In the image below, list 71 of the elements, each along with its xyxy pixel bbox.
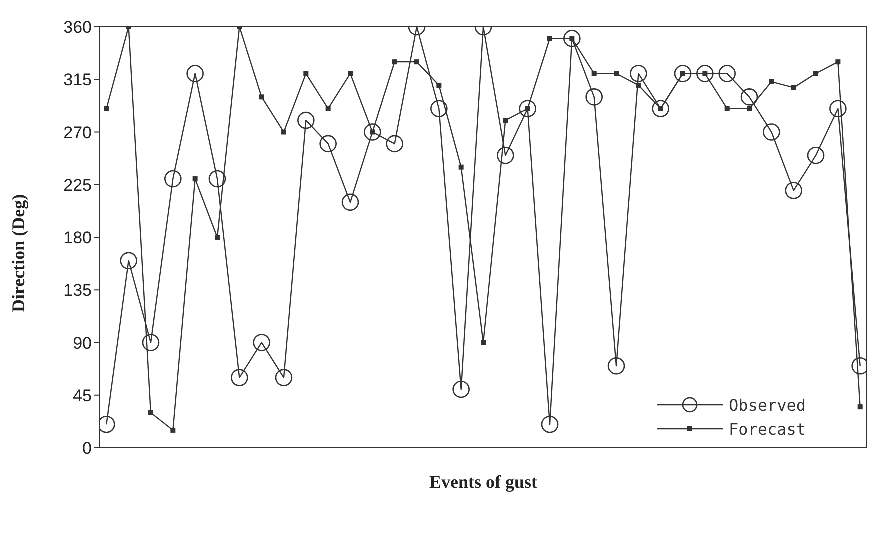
point [836, 60, 841, 65]
point [120, 252, 138, 270]
point [630, 65, 648, 82]
point [186, 65, 204, 82]
point [548, 36, 553, 42]
point [696, 65, 714, 82]
point [497, 146, 514, 164]
legend-label: Forecast [728, 420, 806, 438]
point [231, 369, 248, 386]
point [458, 164, 464, 170]
point [164, 170, 182, 188]
point [142, 334, 160, 352]
point [208, 170, 226, 188]
x-axis-title: Events of gust [429, 472, 538, 492]
point [392, 60, 398, 65]
point [586, 88, 603, 106]
point [652, 100, 670, 118]
y-tick-label: 360 [64, 18, 92, 38]
point [724, 106, 730, 112]
y-tick-label: 315 [64, 70, 92, 90]
y-tick-label: 135 [64, 281, 92, 300]
point [386, 135, 404, 153]
point [481, 340, 486, 346]
point [259, 94, 264, 100]
point [430, 100, 448, 118]
point [519, 100, 536, 118]
point [636, 82, 642, 88]
y-tick-label: 225 [64, 176, 92, 195]
point [740, 88, 758, 106]
point [541, 416, 559, 434]
point [170, 428, 176, 433]
y-tick-label: 270 [64, 123, 92, 142]
point [503, 118, 508, 124]
point [763, 124, 780, 141]
point [364, 124, 382, 141]
point [326, 106, 331, 112]
point [769, 79, 774, 84]
point [436, 82, 442, 88]
point [104, 106, 110, 112]
point [608, 357, 626, 375]
point [807, 146, 825, 164]
point [814, 71, 819, 76]
point [614, 71, 620, 76]
point [452, 380, 470, 398]
point [747, 106, 752, 112]
point [830, 100, 847, 118]
point [298, 112, 315, 130]
point [718, 65, 736, 82]
point [348, 71, 353, 76]
point [785, 182, 802, 200]
point [674, 65, 692, 82]
point [253, 334, 270, 352]
point [791, 85, 796, 90]
y-tick-label: 0 [82, 439, 92, 458]
point [592, 71, 597, 76]
point [275, 369, 293, 386]
legend-label: Observed [728, 396, 806, 414]
point [214, 235, 220, 240]
y-tick-label: 45 [73, 386, 92, 406]
point [304, 71, 309, 76]
y-tick-label: 180 [64, 228, 92, 248]
point [858, 404, 863, 410]
point [148, 410, 154, 416]
point [342, 194, 360, 212]
point [564, 30, 581, 48]
point [320, 135, 337, 153]
point [414, 60, 420, 65]
point [192, 176, 198, 182]
y-axis-title: Direction (Deg) [8, 194, 28, 312]
point [281, 130, 286, 135]
y-tick-label: 90 [73, 334, 92, 353]
